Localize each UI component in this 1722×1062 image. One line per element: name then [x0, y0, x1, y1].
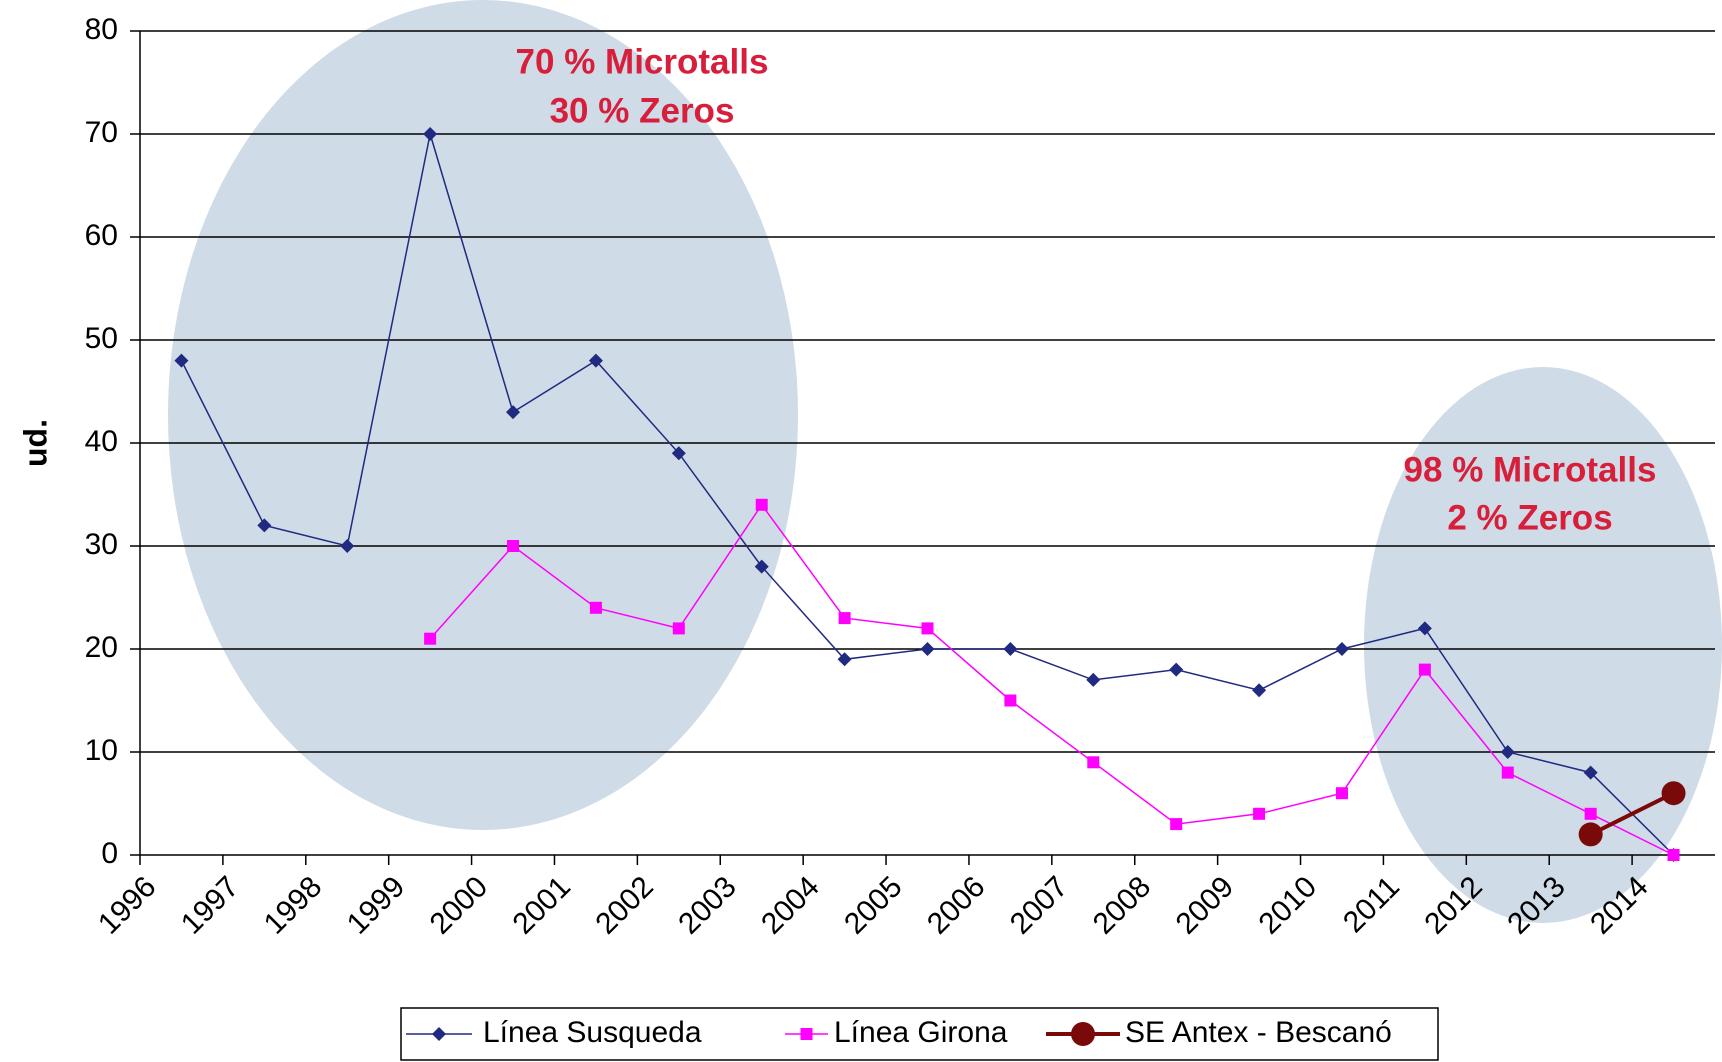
- y-tick-label: 0: [101, 837, 118, 870]
- annotation: 30 % Zeros: [550, 91, 735, 130]
- x-tick-label: 2010: [1253, 870, 1324, 941]
- point: [920, 642, 935, 656]
- point: [257, 518, 272, 533]
- series-line: [1589, 791, 1675, 837]
- x-tick-label: 2011: [1337, 870, 1406, 939]
- y-tick-label: 10: [85, 734, 118, 767]
- annotation: 2 % Zeros: [1447, 498, 1612, 537]
- series-line: [429, 503, 1674, 856]
- point: [921, 622, 934, 635]
- y-tick-label: 70: [85, 116, 118, 149]
- y-axis-label: ud.: [17, 419, 53, 467]
- x-tick-label: 1996: [92, 870, 163, 941]
- legend-label: Línea Susqueda: [483, 1016, 702, 1049]
- x-tick-label: 2006: [921, 870, 992, 941]
- point: [838, 612, 851, 625]
- point: [1583, 765, 1598, 780]
- point: [1335, 787, 1348, 800]
- x-tick-label: 2002: [589, 870, 660, 941]
- point: [507, 540, 520, 552]
- y-tick-label: 60: [85, 219, 118, 252]
- point: [1661, 781, 1686, 806]
- y-tick-label: 50: [85, 322, 118, 355]
- point: [1253, 807, 1266, 820]
- point: [1169, 662, 1184, 677]
- point: [1004, 694, 1017, 707]
- point: [432, 1027, 446, 1041]
- point: [1071, 1022, 1095, 1046]
- highlight-ellipse: [1364, 367, 1722, 923]
- point: [174, 353, 189, 368]
- point: [1500, 745, 1515, 759]
- y-tick-label: 80: [85, 13, 118, 46]
- legend-label: Línea Girona: [834, 1016, 1008, 1049]
- legend: [400, 1007, 1439, 1061]
- x-tick-label: 2005: [838, 870, 909, 941]
- point: [1086, 672, 1101, 687]
- x-tick-label: 2004: [755, 870, 826, 941]
- annotation: 98 % Microtalls: [1404, 450, 1657, 489]
- point: [1334, 642, 1349, 656]
- point: [1087, 756, 1100, 769]
- x-tick-label: 2009: [1170, 870, 1241, 941]
- point: [588, 353, 603, 368]
- point: [1252, 683, 1267, 698]
- x-tick-label: 2008: [1087, 870, 1158, 941]
- y-tick-label: 20: [85, 631, 118, 664]
- legend-label: SE Antex - Bescanó: [1125, 1016, 1392, 1049]
- point: [1418, 663, 1431, 676]
- x-tick-label: 2007: [1004, 870, 1075, 941]
- x-tick-label: 1998: [258, 870, 329, 941]
- x-tick-label: 2000: [424, 870, 495, 941]
- point: [1170, 818, 1183, 831]
- point: [1501, 766, 1514, 779]
- point: [755, 498, 768, 511]
- point: [589, 601, 602, 614]
- annotation: 70 % Microtalls: [516, 42, 769, 81]
- point: [800, 1028, 813, 1040]
- point: [1584, 807, 1597, 820]
- point: [754, 559, 769, 574]
- point: [423, 127, 438, 141]
- point: [1578, 822, 1603, 847]
- x-tick-label: 2003: [672, 870, 743, 941]
- point: [1667, 849, 1680, 861]
- point: [1417, 621, 1432, 636]
- y-tick-label: 30: [85, 528, 118, 561]
- point: [837, 652, 852, 667]
- x-tick-label: 1999: [341, 870, 412, 941]
- point: [672, 622, 685, 635]
- point: [1003, 642, 1018, 656]
- highlight-ellipse: [168, 0, 798, 830]
- point: [424, 632, 437, 645]
- point: [340, 539, 355, 553]
- x-tick-label: 2001: [506, 870, 577, 941]
- point: [671, 446, 686, 461]
- x-tick-label: 1997: [175, 870, 246, 941]
- y-tick-label: 40: [85, 425, 118, 458]
- point: [506, 405, 521, 420]
